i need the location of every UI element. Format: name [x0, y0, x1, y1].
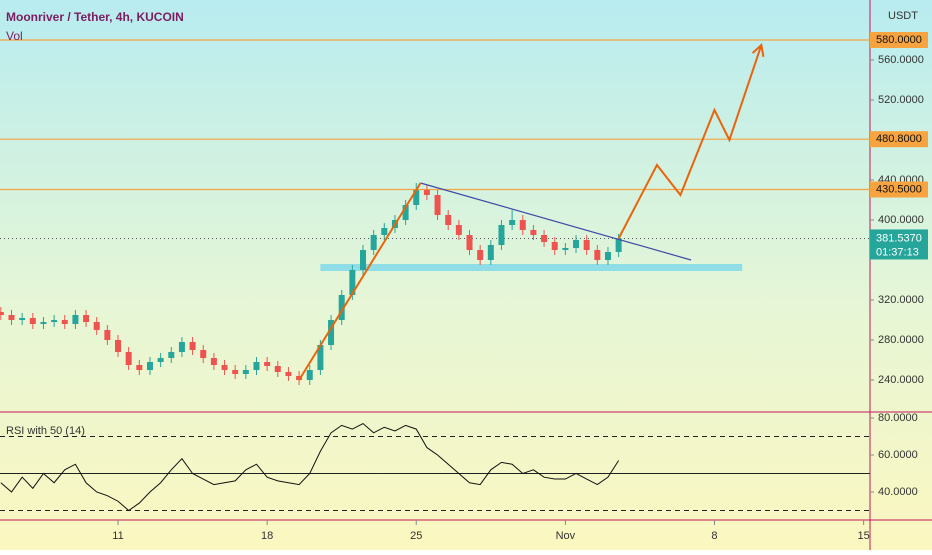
candle-body — [306, 370, 313, 380]
candle-body — [168, 352, 175, 358]
level-label-box — [870, 32, 928, 48]
candle-body — [253, 362, 260, 370]
candle-body — [370, 235, 377, 250]
candle-body — [232, 370, 239, 374]
forecast-arrowhead — [751, 43, 765, 57]
y-tick-label: 60.0000 — [878, 449, 918, 461]
rsi-title: RSI with 50 (14) — [6, 425, 85, 437]
level-label-box — [870, 181, 928, 198]
level-label: 480.8000 — [876, 133, 922, 145]
rsi-line — [0, 422, 620, 512]
indicator-label: Vol — [6, 29, 23, 43]
candle-body — [477, 250, 484, 260]
candle-body — [210, 358, 217, 365]
x-tick-label: 18 — [261, 530, 273, 542]
forecast-path — [617, 44, 763, 239]
candle-body — [146, 362, 153, 370]
current-price-label: 381.5370 — [876, 232, 922, 244]
candle-body — [317, 345, 324, 370]
candle-body — [551, 242, 558, 250]
candle-body — [541, 235, 548, 242]
candle-body — [285, 372, 292, 376]
candle-body — [466, 235, 473, 250]
level-label: 430.5000 — [876, 183, 922, 195]
candle-body — [242, 370, 249, 374]
candle-body — [61, 320, 68, 324]
candle-body — [349, 270, 356, 295]
candle-body — [51, 320, 58, 322]
candle-body — [157, 358, 164, 362]
candle-body — [455, 225, 462, 235]
x-tick-label: 15 — [857, 530, 869, 542]
level-label: 580.0000 — [876, 34, 922, 46]
candle-body — [19, 318, 26, 320]
candle-body — [29, 318, 36, 324]
candle-body — [125, 352, 132, 365]
candle-body — [434, 195, 441, 215]
x-tick-label: 11 — [112, 530, 123, 542]
candle-body — [338, 295, 345, 320]
candle-body — [573, 240, 580, 248]
candle-body — [359, 250, 366, 270]
candle-body — [115, 340, 122, 352]
forecast-path — [298, 182, 422, 381]
candle-body — [264, 362, 271, 366]
candle-body — [178, 342, 185, 352]
candle-body — [104, 330, 111, 340]
current-price-box — [870, 229, 928, 260]
y-tick-label: 280.0000 — [878, 334, 924, 346]
candle-body — [562, 248, 569, 250]
x-tick-label: 8 — [711, 530, 717, 542]
candle-body — [509, 220, 516, 225]
candle-body — [296, 376, 303, 380]
y-tick-label: 400.0000 — [878, 214, 924, 226]
candle-body — [604, 252, 611, 260]
candle-body — [423, 190, 430, 195]
candle-body — [40, 322, 47, 324]
y-tick-label: 240.0000 — [878, 374, 924, 386]
candle-body — [189, 342, 196, 350]
candle-body — [8, 315, 15, 320]
candle-body — [72, 315, 79, 324]
candle-body — [93, 322, 100, 330]
x-tick-label: 25 — [410, 530, 422, 542]
y-tick-label: 40.0000 — [878, 486, 918, 498]
candle-body — [615, 238, 622, 252]
support-zone — [320, 264, 743, 271]
candle-body — [200, 350, 207, 358]
y-tick-label: 520.0000 — [878, 94, 924, 106]
candle-body — [402, 205, 409, 220]
candle-body — [274, 366, 281, 372]
candle-body — [530, 230, 537, 235]
candle-body — [221, 365, 228, 370]
y-tick-label: 560.0000 — [878, 54, 924, 66]
trendline — [420, 182, 692, 261]
candle-body — [498, 225, 505, 245]
candle-body — [381, 228, 388, 235]
y-tick-label: 80.0000 — [878, 412, 918, 424]
candle-body — [583, 240, 590, 250]
unit-label: USDT — [888, 10, 918, 22]
y-tick-label: 320.0000 — [878, 294, 924, 306]
candle-body — [83, 315, 90, 322]
candle-body — [519, 220, 526, 230]
countdown-label: 01:37:13 — [876, 246, 919, 258]
chart-title: Moonriver / Tether, 4h, KUCOIN — [6, 10, 184, 24]
candle-body — [136, 365, 143, 370]
level-label-box — [870, 131, 928, 148]
candle-body — [594, 250, 601, 260]
candle-body — [445, 215, 452, 225]
candle-body — [328, 320, 335, 345]
x-tick-label: Nov — [556, 530, 576, 542]
candle-body — [487, 245, 494, 260]
candle-body — [0, 312, 4, 315]
candle-body — [413, 190, 420, 205]
